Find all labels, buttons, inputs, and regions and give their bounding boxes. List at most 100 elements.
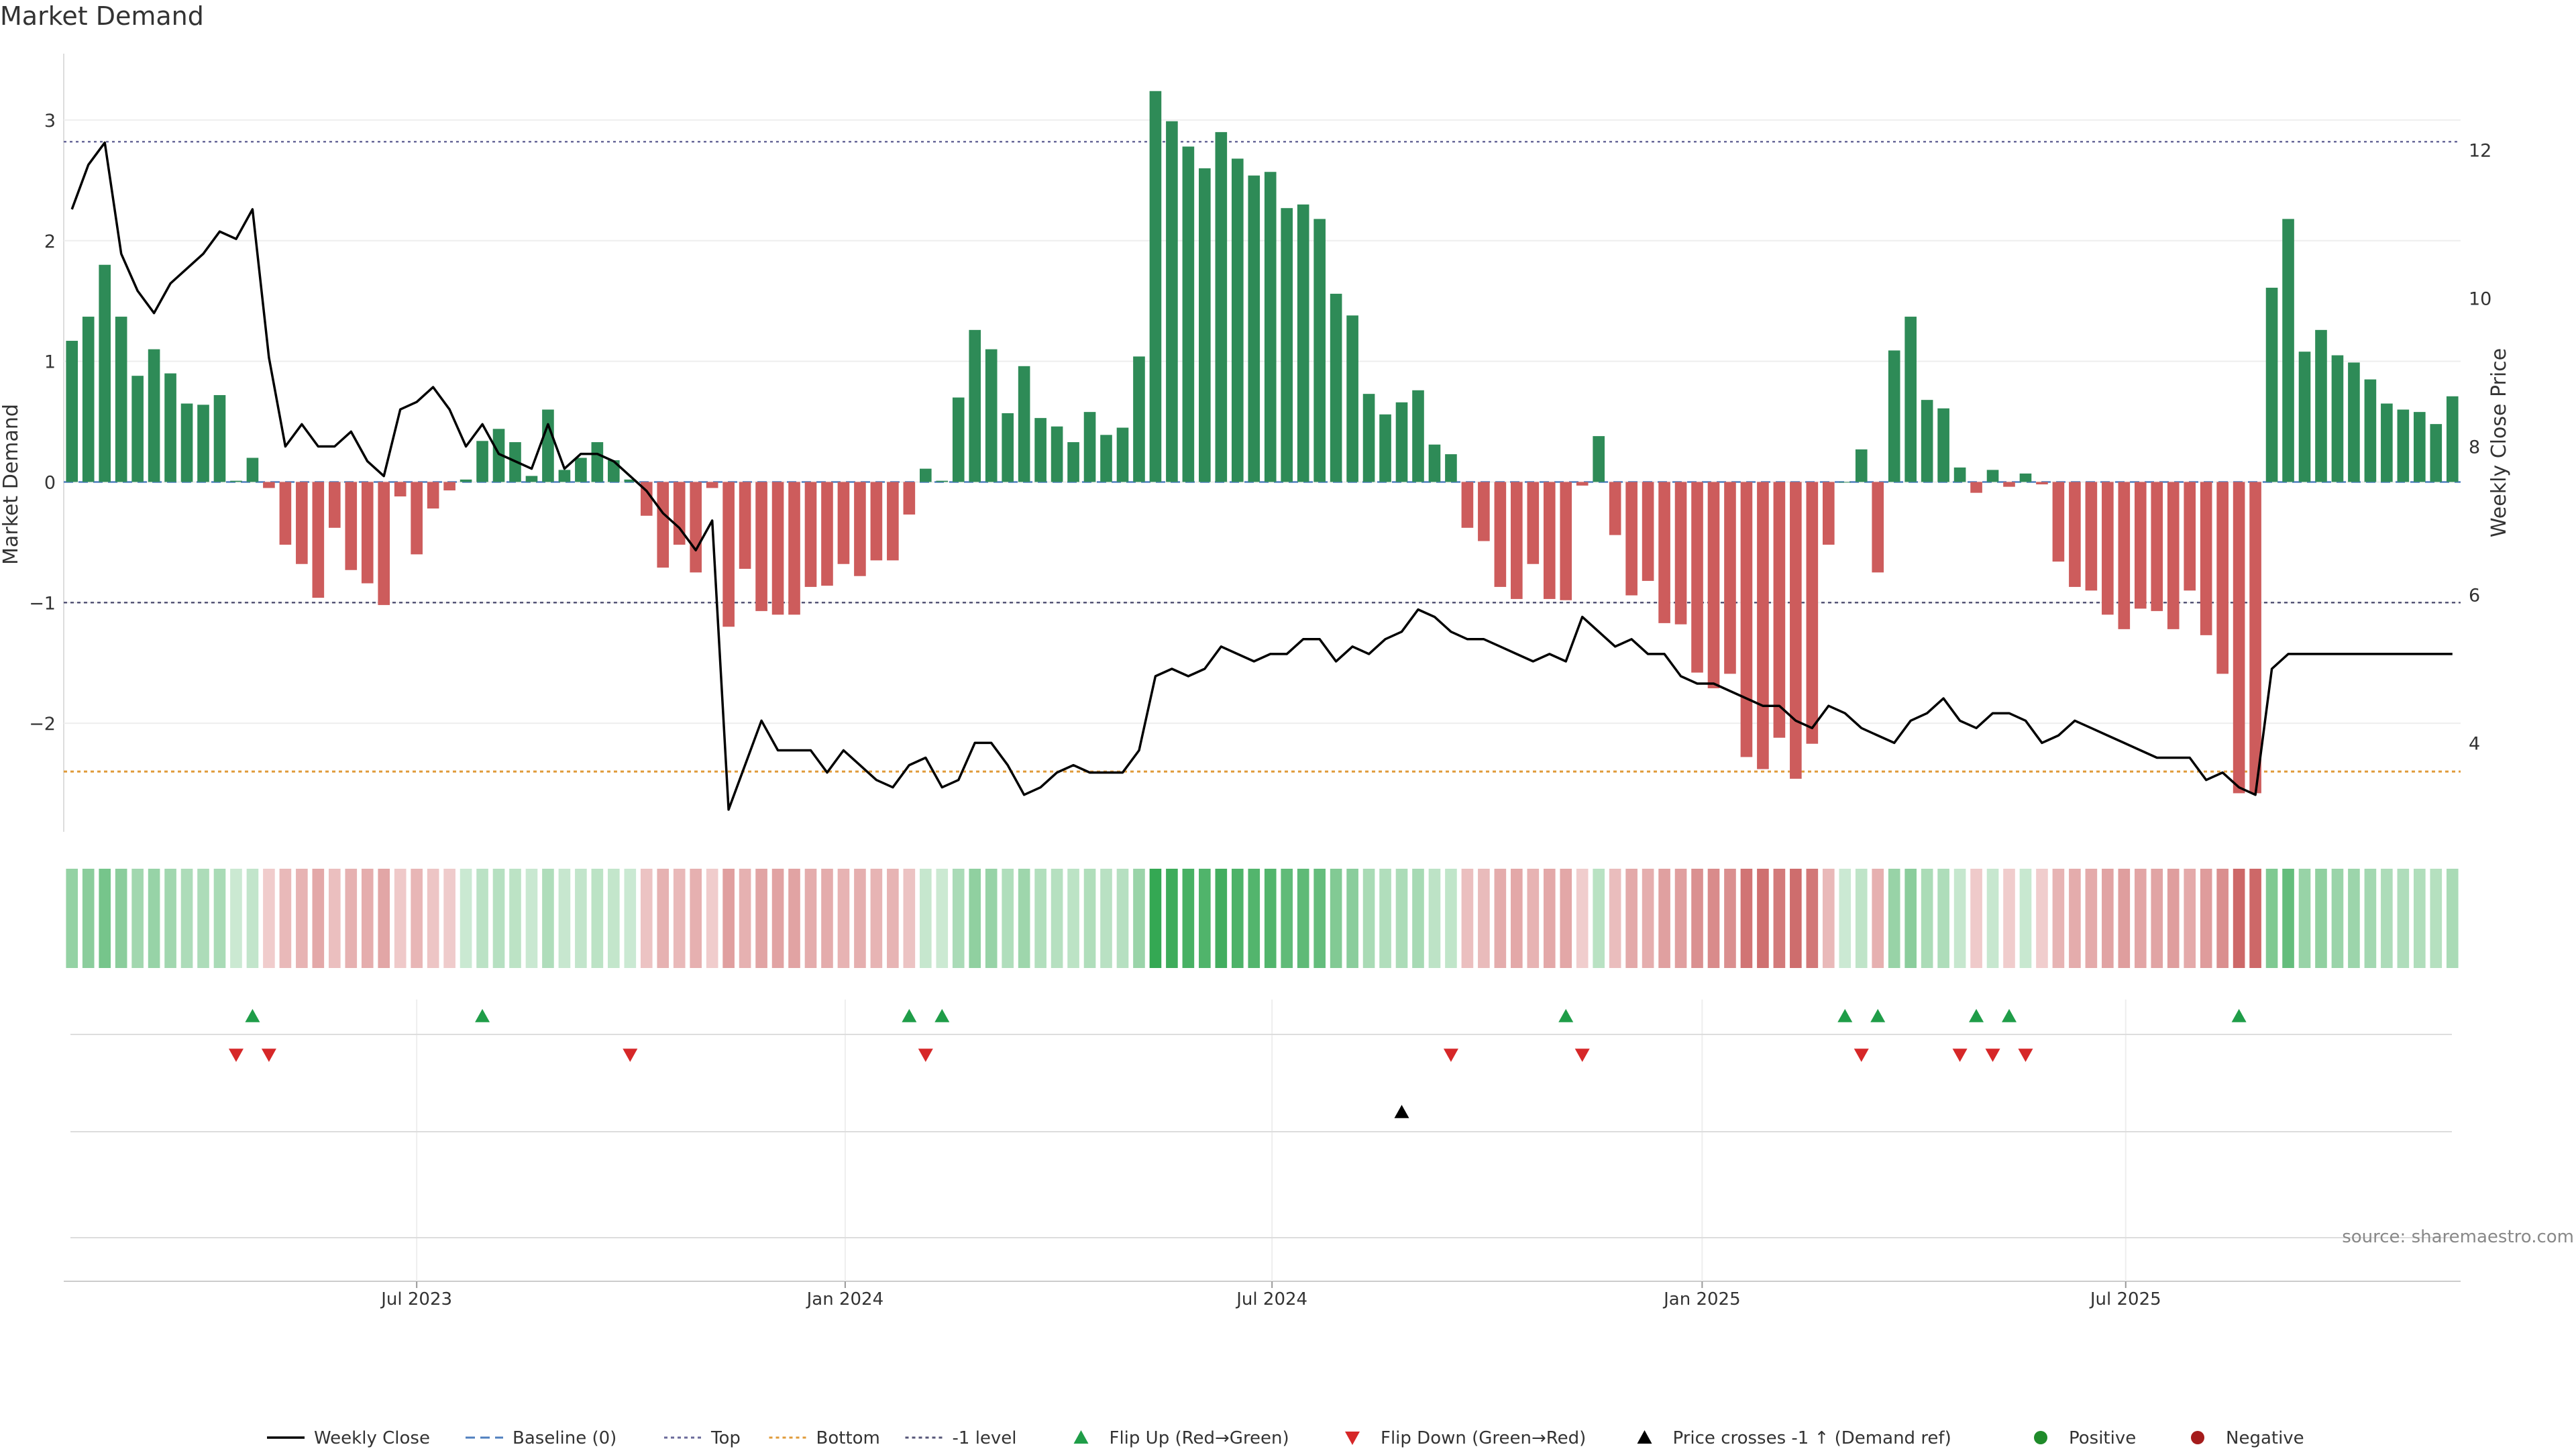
demand-bar <box>1773 482 1786 738</box>
demand-bar <box>771 482 784 615</box>
heat-cell <box>2036 869 2048 968</box>
demand-bar <box>1264 172 1277 482</box>
heat-cell <box>1313 869 1326 968</box>
demand-bar <box>1428 444 1441 482</box>
heat-cell <box>2397 869 2410 968</box>
demand-bar <box>411 482 423 555</box>
demand-bar <box>640 482 653 516</box>
demand-bar <box>1002 413 1014 482</box>
heat-cell <box>739 869 751 968</box>
heat-cell <box>1083 869 1096 968</box>
demand-bar <box>1051 426 1063 482</box>
flip-up-marker <box>1837 1009 1853 1022</box>
demand-bar <box>2036 482 2048 485</box>
demand-bar <box>1199 168 1211 482</box>
heat-cell <box>2249 869 2261 968</box>
heat-cell <box>1609 869 1621 968</box>
demand-bar <box>1395 402 1408 482</box>
heat-cell <box>378 869 390 968</box>
heat-cell <box>558 869 571 968</box>
demand-bar <box>542 409 554 482</box>
heat-cell <box>1888 869 1900 968</box>
demand-bar <box>1379 414 1391 482</box>
flip-down-marker <box>1443 1049 1458 1062</box>
demand-bar <box>1445 454 1457 482</box>
demand-bar <box>164 373 176 482</box>
demand-bar <box>1625 482 1638 596</box>
x-tick-label: Jan 2024 <box>806 1289 884 1309</box>
demand-bar <box>1642 482 1654 581</box>
heat-cell <box>2151 869 2163 968</box>
heat-cell <box>115 869 127 968</box>
demand-bar <box>1461 482 1474 528</box>
heat-cell <box>1806 869 1819 968</box>
flip-down-marker <box>1854 1049 1869 1062</box>
demand-bar <box>1872 482 1884 573</box>
heat-cell <box>575 869 587 968</box>
heat-cell <box>1953 869 1966 968</box>
y-tick-right: 10 <box>2469 289 2491 310</box>
legend-swatch <box>2034 1431 2047 1444</box>
demand-bar <box>2233 482 2245 794</box>
x-tick-label: Jul 2025 <box>2089 1289 2161 1309</box>
heat-cell <box>1330 869 1342 968</box>
y-axis-label-right: Weekly Close Price <box>2487 348 2511 537</box>
heat-cell <box>870 869 883 968</box>
heat-cell <box>1593 869 1605 968</box>
demand-bar <box>821 482 833 586</box>
demand-bar <box>1658 482 1670 623</box>
legend-label: Price crosses -1 ↑ (Demand ref) <box>1673 1428 1951 1448</box>
heat-cell <box>804 869 817 968</box>
heat-cell <box>2430 869 2443 968</box>
heat-cell <box>2364 869 2377 968</box>
demand-bar <box>2364 379 2377 482</box>
demand-bar <box>312 482 325 598</box>
demand-bar <box>2249 482 2261 794</box>
demand-bar <box>2381 403 2393 482</box>
demand-bars <box>66 91 2459 794</box>
demand-bar <box>180 403 193 482</box>
demand-bar <box>706 482 718 488</box>
heat-cell <box>1182 869 1195 968</box>
heat-cell <box>213 869 226 968</box>
heat-cell <box>1757 869 1769 968</box>
y-tick-right: 8 <box>2469 437 2480 458</box>
heat-cell <box>394 869 407 968</box>
flip-markers <box>70 1009 2452 1238</box>
demand-bar <box>2265 287 2278 482</box>
heat-cell <box>1051 869 1063 968</box>
heat-cell <box>1642 869 1654 968</box>
demand-bar <box>2216 482 2229 674</box>
heat-cell <box>624 869 637 968</box>
heat-cell <box>952 869 965 968</box>
demand-bar <box>1083 412 1096 482</box>
heat-cell <box>1034 869 1046 968</box>
demand-bar <box>1297 204 1309 482</box>
heat-cell <box>1937 869 1949 968</box>
heat-cell <box>1215 869 1228 968</box>
demand-bar <box>460 479 472 482</box>
demand-bar <box>345 482 358 570</box>
demand-bar <box>1921 400 1933 482</box>
y-tick-right: 12 <box>2469 141 2491 162</box>
demand-bar <box>1707 482 1720 688</box>
legend-item: Flip Up (Red→Green) <box>1073 1428 1289 1448</box>
demand-bar <box>2184 482 2196 591</box>
heat-cell <box>2348 869 2360 968</box>
demand-bar <box>854 482 866 576</box>
demand-bar <box>2085 482 2098 591</box>
legend-swatch <box>1345 1432 1360 1445</box>
heat-cell <box>969 869 981 968</box>
heat-cell <box>1346 869 1358 968</box>
demand-bar <box>1527 482 1540 564</box>
demand-bar <box>1560 482 1572 600</box>
demand-bar <box>1100 435 1112 482</box>
heat-cell <box>2315 869 2327 968</box>
demand-bar <box>624 479 637 482</box>
legend-item: Bottom <box>769 1428 880 1448</box>
legend-item: Price crosses -1 ↑ (Demand ref) <box>1637 1428 1951 1448</box>
heat-cell <box>345 869 358 968</box>
heat-cell <box>1921 869 1933 968</box>
demand-bar <box>1034 418 1046 482</box>
heat-cell <box>722 869 735 968</box>
